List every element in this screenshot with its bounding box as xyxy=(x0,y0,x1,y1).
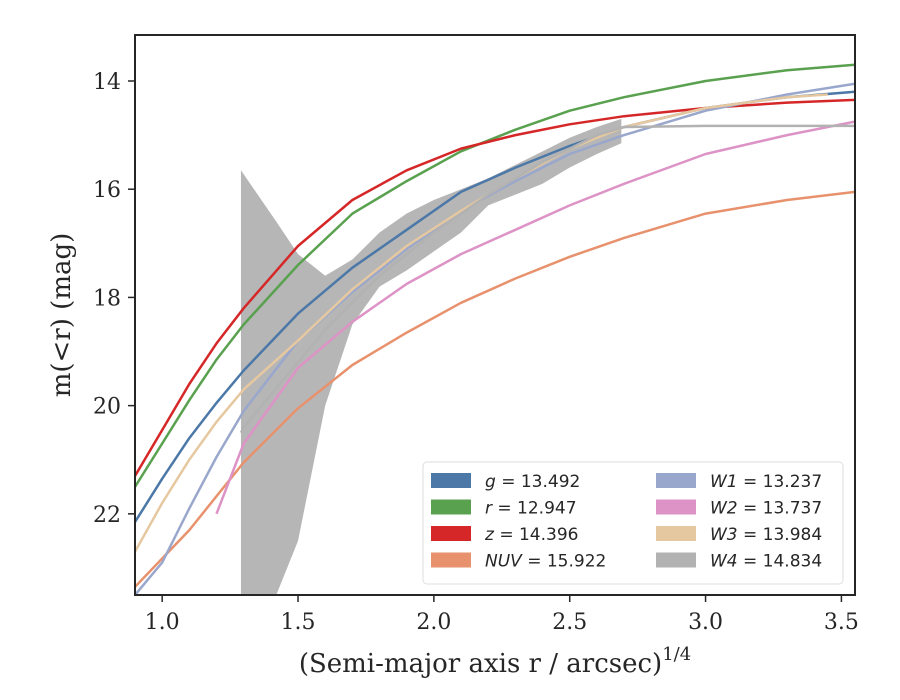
legend-entry-nuv: NUV = 15.922 xyxy=(431,552,606,572)
legend-label: r = 12.947 xyxy=(485,499,577,519)
legend: g = 13.492 r = 12.947 z = 14.396 NUV = 15.9… xyxy=(422,461,844,585)
legend-swatch xyxy=(431,526,471,541)
series-line-w3 xyxy=(135,93,828,553)
y-tick-label: 20 xyxy=(93,395,121,420)
y-ticks: 14 16 18 20 22 xyxy=(93,70,135,528)
y-tick-label: 16 xyxy=(93,178,121,203)
series-line-nuv xyxy=(135,190,855,588)
x-tick-label: 3.0 xyxy=(688,610,723,635)
y-tick-label: 14 xyxy=(93,70,121,95)
x-tick-label: 1.5 xyxy=(281,610,316,635)
plot-frame xyxy=(134,34,856,596)
x-tick-label: 2.0 xyxy=(416,610,451,635)
legend-label: W2 = 13.737 xyxy=(710,499,822,519)
legend-swatch xyxy=(656,499,696,515)
legend-label: g = 13.492 xyxy=(485,472,580,492)
legend-entry-r: r = 12.947 xyxy=(431,499,577,519)
legend-entry-w4: W4 = 14.834 xyxy=(656,552,822,572)
x-ticks: 1.0 1.5 2.0 2.5 3.0 3.5 xyxy=(145,595,859,635)
legend-entry-w2: W2 = 13.737 xyxy=(656,499,822,519)
series-line-r xyxy=(135,63,855,488)
y-tick-label: 22 xyxy=(93,503,121,528)
x-tick-label: 1.0 xyxy=(145,610,180,635)
legend-swatch xyxy=(431,552,471,568)
legend-swatch xyxy=(656,473,696,488)
series-line-w1 xyxy=(135,82,855,595)
series-line-z xyxy=(135,98,855,477)
legend-entry-w1: W1 = 13.237 xyxy=(656,472,822,492)
legend-label: z = 14.396 xyxy=(484,525,578,545)
legend-label: NUV = 15.922 xyxy=(485,552,606,572)
legend-label: W3 = 13.984 xyxy=(710,525,822,545)
legend-entry-w3: W3 = 13.984 xyxy=(656,525,822,545)
x-axis-label: (Semi-major axis r / arcsec)1/4 xyxy=(299,644,691,679)
legend-swatch xyxy=(431,499,471,515)
legend-entry-z: z = 14.396 xyxy=(431,525,578,545)
y-axis-label: m(<r) (mag) xyxy=(47,233,77,398)
legend-swatch xyxy=(431,473,471,488)
legend-label: W4 = 14.834 xyxy=(710,552,822,572)
x-tick-label: 2.5 xyxy=(552,610,587,635)
y-tick-label: 18 xyxy=(93,286,121,311)
legend-label: W1 = 13.237 xyxy=(710,472,822,492)
series-line-w2 xyxy=(215,120,855,515)
lines-layer xyxy=(135,63,855,595)
legend-entry-g: g = 13.492 xyxy=(431,472,580,492)
legend-swatch xyxy=(656,552,696,568)
legend-swatch xyxy=(656,526,696,541)
series-line-w4 xyxy=(239,124,855,434)
x-tick-label: 3.5 xyxy=(824,610,859,635)
legend-box xyxy=(422,461,844,585)
